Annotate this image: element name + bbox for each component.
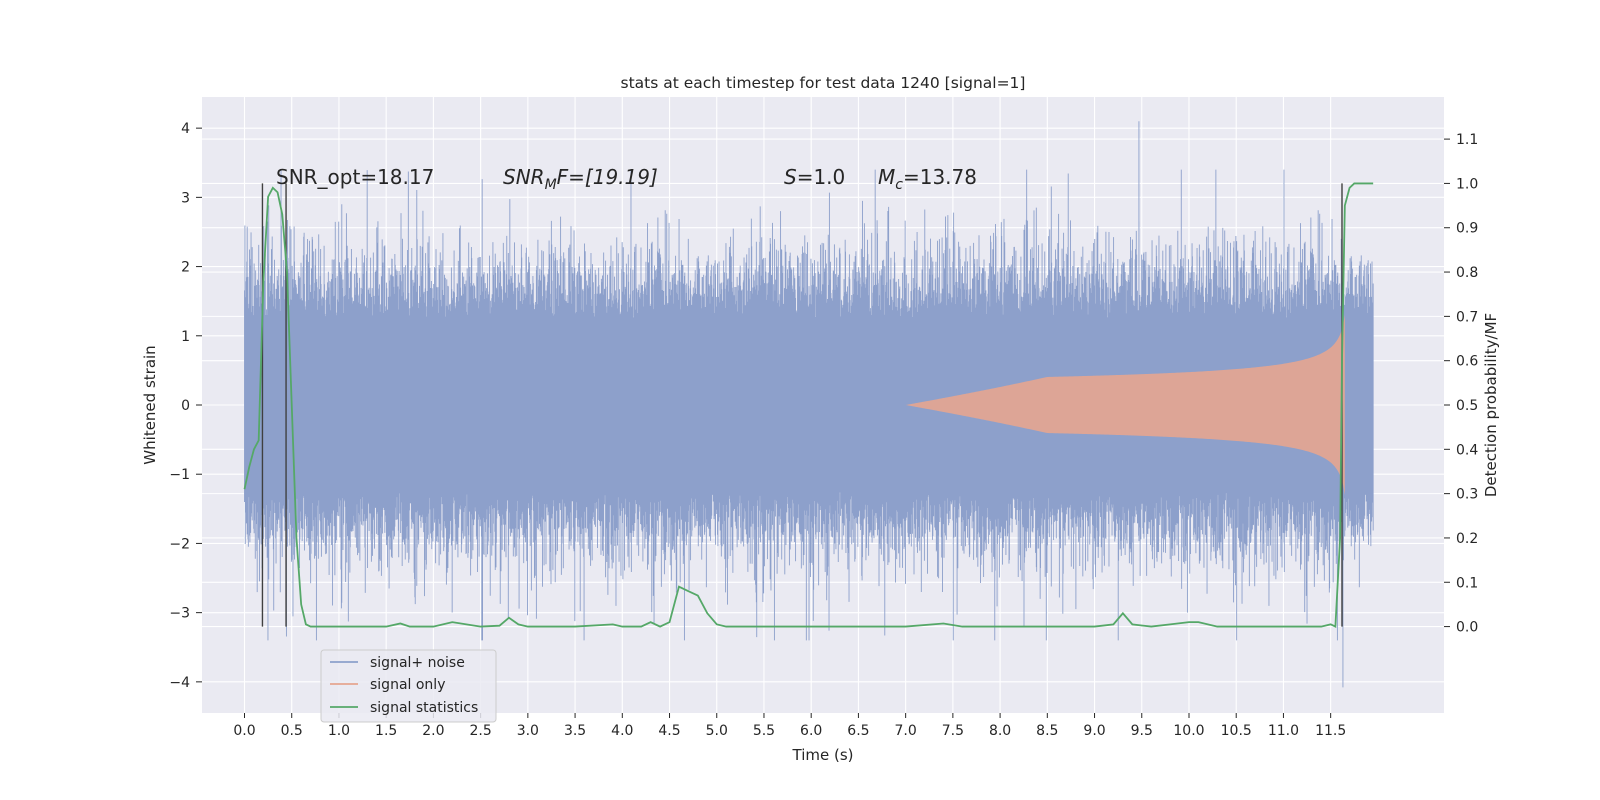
signal-only-trace	[905, 315, 1345, 495]
x-axis-label: Time (s)	[792, 746, 854, 764]
x-tick-label-6: 3.0	[517, 723, 539, 739]
yl-tick-label-5: 1	[181, 329, 190, 345]
x-tick-label-23: 11.5	[1315, 723, 1346, 739]
x-tick-label-0: 0.0	[233, 723, 255, 739]
x-tick-label-4: 2.0	[422, 723, 444, 739]
yr-tick-label-2: 0.2	[1456, 531, 1478, 547]
yr-tick-label-8: 0.8	[1456, 265, 1478, 281]
yr-tick-label-9: 0.9	[1456, 221, 1478, 237]
annotation-mc-sub: c	[895, 177, 903, 193]
annotation-mc-base: M	[878, 165, 895, 189]
yl-tick-label-1: −3	[169, 606, 190, 622]
x-tick-label-11: 5.5	[753, 723, 775, 739]
annotation-snr-mf-rest: F=[19.19]	[557, 165, 658, 189]
yl-tick-label-3: −1	[169, 467, 190, 483]
yr-tick-label-6: 0.6	[1456, 354, 1478, 370]
series-signal-only	[905, 315, 1345, 495]
yr-tick-label-1: 0.1	[1456, 575, 1478, 591]
x-axis-ticks: 0.0 0.5 1.0 1.5 2.0 2.5 3.0 3.5 4.0 4.5 5.0 5.5 6.0 6…	[233, 713, 1346, 739]
legend: signal+ noise signal only signal statist…	[320, 649, 497, 723]
yr-tick-label-11: 1.1	[1456, 132, 1478, 148]
legend-label-signal-plus-noise: signal+ noise	[370, 655, 465, 671]
x-tick-label-5: 2.5	[469, 723, 491, 739]
legend-label-signal-only: signal only	[370, 677, 445, 693]
x-tick-label-12: 6.0	[800, 723, 822, 739]
annotation-s-italic: S	[784, 165, 797, 189]
annotation-s-rest: =1.0	[797, 165, 846, 189]
x-tick-label-22: 11.0	[1268, 723, 1299, 739]
x-tick-label-14: 7.0	[895, 723, 917, 739]
left-y-axis-label: Whitened strain	[141, 345, 159, 464]
yr-tick-label-3: 0.3	[1456, 487, 1478, 503]
annotation-s: S=1.0	[784, 165, 845, 189]
annotation-mc: Mc=13.78	[878, 165, 977, 193]
x-tick-label-17: 8.5	[1036, 723, 1058, 739]
yr-tick-label-4: 0.4	[1456, 442, 1478, 458]
x-tick-label-1: 0.5	[281, 723, 303, 739]
yr-tick-label-10: 1.0	[1456, 176, 1478, 192]
x-tick-label-21: 10.5	[1221, 723, 1252, 739]
x-tick-label-15: 7.5	[942, 723, 964, 739]
yl-tick-label-0: −4	[169, 675, 190, 691]
x-tick-label-19: 9.5	[1131, 723, 1153, 739]
x-tick-label-16: 8.0	[989, 723, 1011, 739]
chart-title: stats at each timestep for test data 124…	[621, 74, 1026, 92]
yr-tick-label-0: 0.0	[1456, 620, 1478, 636]
x-tick-label-7: 3.5	[564, 723, 586, 739]
x-tick-label-10: 5.0	[706, 723, 728, 739]
x-tick-label-2: 1.0	[328, 723, 350, 739]
left-y-axis-ticks: −4 −3 −2 −1 0 1 2 3 4	[169, 121, 202, 691]
yl-tick-label-4: 0	[181, 398, 190, 414]
yl-tick-label-7: 3	[181, 190, 190, 206]
right-y-axis-ticks: 0.0 0.1 0.2 0.3 0.4 0.5 0.6 0.7 0.8 0.9 1.0 1.1	[1444, 132, 1478, 636]
annotation-snr-mf-sub: M	[545, 177, 557, 193]
yl-tick-label-2: −2	[169, 536, 190, 552]
series-signal-statistics	[243, 182, 1374, 628]
annotation-mc-rest: =13.78	[903, 165, 977, 189]
x-tick-label-8: 4.0	[611, 723, 633, 739]
x-tick-label-9: 4.5	[658, 723, 680, 739]
annotation-snr-mf: SNRMF=[19.19]	[503, 165, 658, 193]
x-tick-label-3: 1.5	[375, 723, 397, 739]
signal-statistics-line	[243, 182, 1374, 628]
legend-box	[320, 649, 497, 723]
annotation-snr-mf-base: SNR	[503, 165, 545, 189]
yr-tick-label-7: 0.7	[1456, 309, 1478, 325]
x-tick-label-20: 10.0	[1173, 723, 1204, 739]
right-y-axis-label: Detection probability/MF	[1482, 313, 1500, 497]
yr-tick-label-5: 0.5	[1456, 398, 1478, 414]
yl-tick-label-6: 2	[181, 260, 190, 276]
yl-tick-label-8: 4	[181, 121, 190, 137]
annotation-snr-opt: SNR_opt=18.17	[276, 165, 434, 189]
x-tick-label-18: 9.0	[1083, 723, 1105, 739]
x-tick-label-13: 6.5	[847, 723, 869, 739]
legend-label-signal-statistics: signal statistics	[370, 700, 478, 716]
